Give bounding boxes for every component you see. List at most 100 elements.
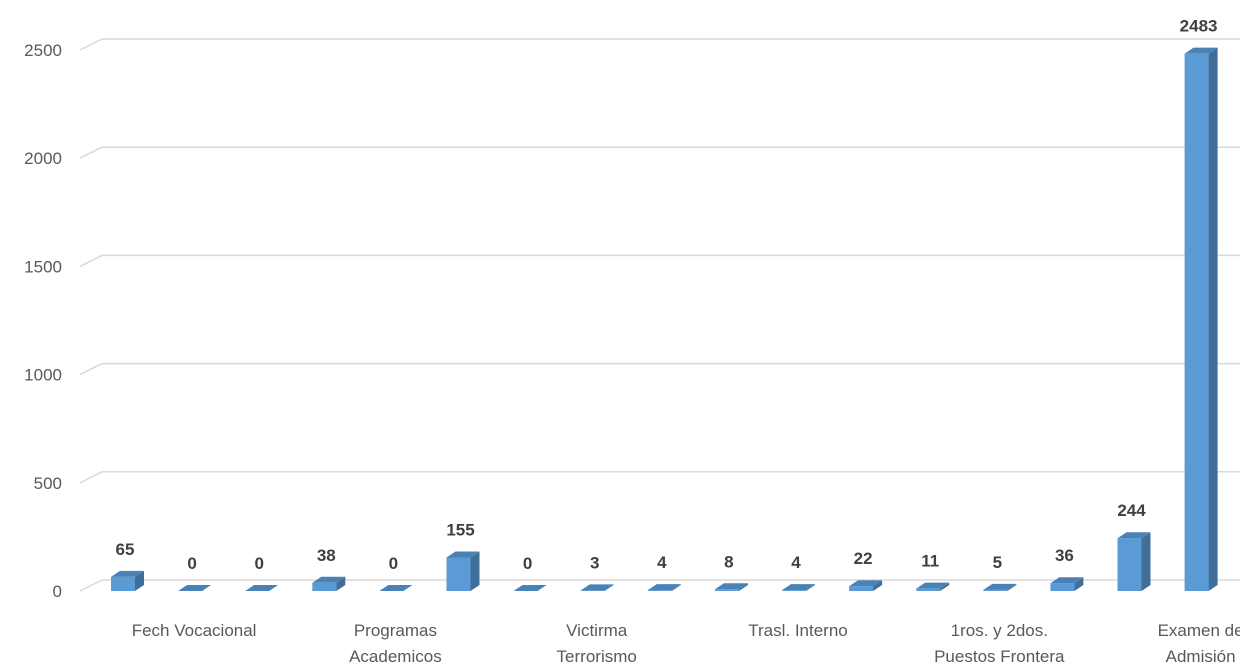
bar xyxy=(916,582,950,591)
bar xyxy=(111,570,144,591)
bar xyxy=(580,584,614,591)
bar-top xyxy=(245,585,279,591)
bar-side xyxy=(940,582,950,591)
bar-top xyxy=(1184,47,1218,54)
bar-side xyxy=(671,584,681,591)
data-label: 2483 xyxy=(1180,17,1218,36)
data-label: 4 xyxy=(657,553,667,572)
bar-top xyxy=(1050,577,1084,584)
data-label: 36 xyxy=(1055,546,1074,565)
gridline-depth xyxy=(79,146,103,159)
data-label: 0 xyxy=(187,554,196,573)
bars xyxy=(111,47,1218,592)
bar-side xyxy=(604,584,614,591)
category-label: Fech Vocacional xyxy=(132,621,257,640)
data-label: 8 xyxy=(724,552,733,571)
bar-top xyxy=(916,582,950,589)
bar xyxy=(849,580,883,591)
y-tick-label: 500 xyxy=(34,474,62,493)
bar-front xyxy=(647,590,672,591)
gridline-depth xyxy=(79,362,103,376)
bar-side xyxy=(1007,583,1017,591)
bar-front xyxy=(916,588,941,591)
bar xyxy=(513,585,547,591)
bar xyxy=(1050,577,1084,591)
bar xyxy=(782,584,815,591)
bar-front xyxy=(446,557,471,591)
bar-top xyxy=(782,584,815,591)
bar-top xyxy=(580,584,614,591)
category-label-line: Academicos xyxy=(349,647,442,666)
category-label: Programas Academicos xyxy=(349,621,442,666)
y-tick-label: 2000 xyxy=(24,149,62,168)
bar-front xyxy=(1050,583,1075,591)
data-label: 0 xyxy=(523,554,532,573)
bar-front xyxy=(714,589,739,591)
bar xyxy=(446,551,480,591)
bar-front xyxy=(111,576,135,591)
bar xyxy=(1117,532,1151,591)
bar xyxy=(178,585,212,591)
bar-side xyxy=(1208,47,1218,592)
bar-front xyxy=(849,586,874,591)
bar-top xyxy=(647,584,681,591)
category-labels: Fech Vocacional Programas Academicos Victir… xyxy=(132,621,1240,666)
bar-side xyxy=(336,576,346,591)
data-labels: 65 0 0 38 0 155 0 3 4 8 4 22 11 5 36 244 2483 xyxy=(116,17,1218,573)
bar xyxy=(1184,47,1218,592)
bar-side xyxy=(873,580,883,591)
category-label-line: Terrorismo xyxy=(557,647,637,666)
bar-top xyxy=(983,583,1017,590)
category-label-line: Puestos Frontera xyxy=(934,647,1065,666)
data-label: 5 xyxy=(993,553,1002,572)
bar-side xyxy=(806,584,815,591)
category-label-line: Programas xyxy=(354,621,437,640)
bar-side xyxy=(1141,532,1151,591)
y-tick-label: 1000 xyxy=(24,366,62,385)
gridline-depth xyxy=(79,579,103,592)
category-label: Examen de Admisión xyxy=(1158,621,1240,666)
bar xyxy=(983,583,1017,591)
gridlines xyxy=(79,38,1240,592)
data-label: 155 xyxy=(446,520,474,539)
category-label-line: Fech Vocacional xyxy=(132,621,257,640)
bar-top xyxy=(111,570,144,577)
y-tick-label: 0 xyxy=(53,582,62,601)
y-tick-label: 2500 xyxy=(24,41,62,60)
data-label: 38 xyxy=(317,546,336,565)
bar-top xyxy=(446,551,480,558)
data-label: 0 xyxy=(389,554,398,573)
data-label: 3 xyxy=(590,553,599,572)
data-label: 65 xyxy=(116,540,135,559)
category-label-line: 1ros. y 2dos. xyxy=(951,621,1048,640)
gridline-depth xyxy=(79,38,103,51)
category-label: 1ros. y 2dos. Puestos Frontera xyxy=(934,621,1065,666)
bar-top xyxy=(1117,532,1151,539)
bar-top xyxy=(379,585,413,591)
data-label: 4 xyxy=(791,553,801,572)
category-label: Trasl. Interno xyxy=(748,621,848,640)
bar xyxy=(312,576,346,591)
gridline-depth xyxy=(79,254,103,268)
category-label-line: Victirma xyxy=(566,621,628,640)
bar xyxy=(245,585,279,591)
data-label: 22 xyxy=(854,549,873,568)
data-label: 11 xyxy=(921,552,939,571)
bar xyxy=(379,585,413,591)
bar-side xyxy=(738,583,748,591)
bar-top xyxy=(849,580,883,587)
category-label-line: Examen de xyxy=(1158,621,1240,640)
category-label-line: Trasl. Interno xyxy=(748,621,848,640)
bar-top xyxy=(178,585,212,591)
bar-side xyxy=(1074,577,1084,591)
bar-front xyxy=(782,590,806,591)
bar xyxy=(647,584,681,591)
y-axis-ticks: 0 500 1000 1500 2000 2500 xyxy=(24,41,62,601)
bar-front xyxy=(983,589,1008,591)
bar-front xyxy=(1184,53,1209,592)
bar-top xyxy=(312,576,346,583)
bar-top xyxy=(513,585,547,591)
gridline-depth xyxy=(79,471,103,484)
